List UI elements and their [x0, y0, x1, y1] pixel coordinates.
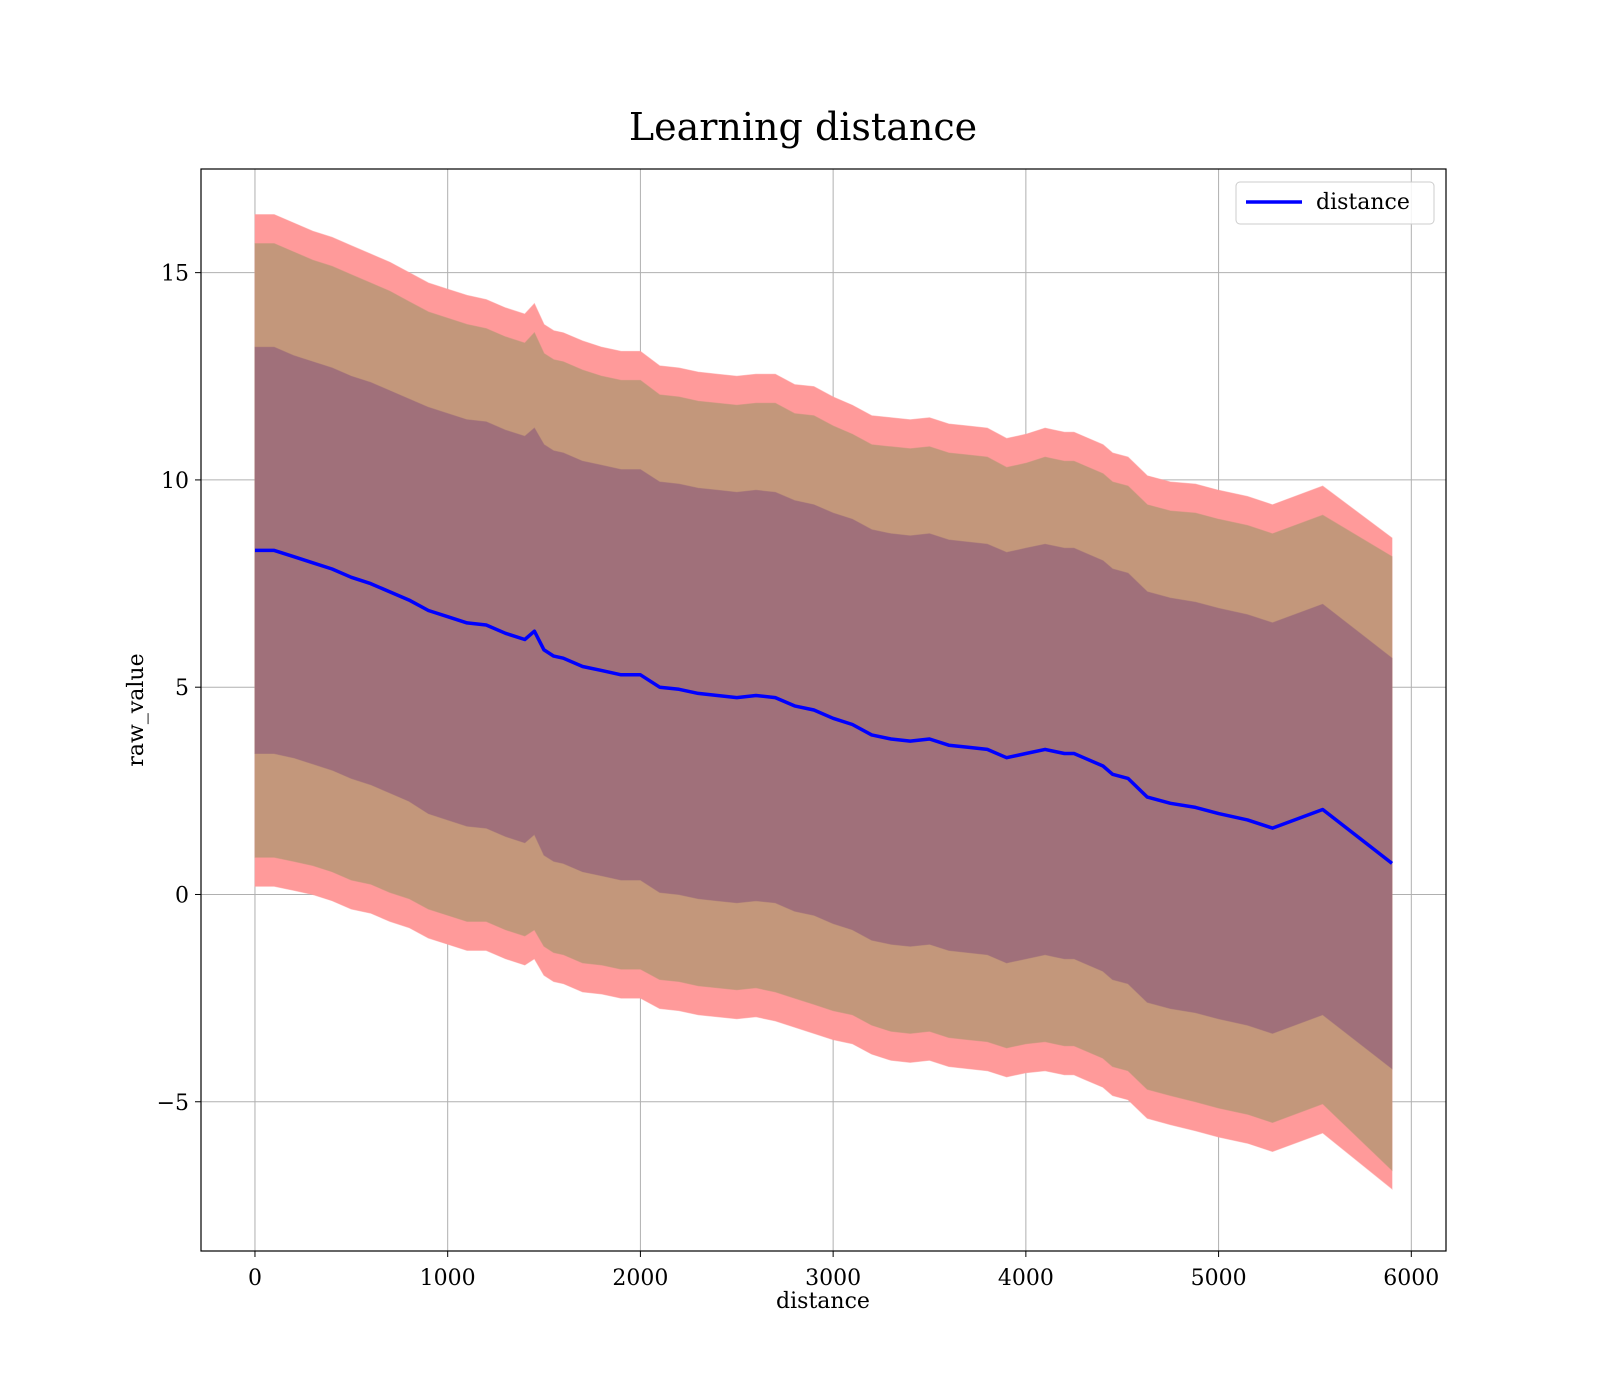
- x-axis: 0 1000 2000 3000 4000 5000 6000: [248, 1251, 1439, 1291]
- x-tick-label: 0: [248, 1266, 262, 1291]
- x-axis-title: distance: [776, 1289, 870, 1314]
- x-tick-label: 4000: [998, 1266, 1054, 1291]
- y-tick-label: 15: [161, 262, 189, 287]
- y-axis: −5 0 5 10 15: [157, 262, 201, 1116]
- y-axis-title: raw_value: [124, 653, 149, 766]
- legend-box: [1235, 181, 1435, 225]
- y-tick-label: −5: [157, 1091, 189, 1116]
- x-tick-label: 5000: [1191, 1266, 1247, 1291]
- y-tick-label: 10: [161, 469, 189, 494]
- legend-label: distance: [1316, 190, 1410, 215]
- distance-line: [255, 548, 1394, 865]
- x-tick-label: 3000: [805, 1266, 861, 1291]
- x-tick-label: 6000: [1383, 1266, 1439, 1291]
- bands: [254, 214, 1393, 1190]
- legend: distance: [1235, 181, 1435, 225]
- y-tick-label: 5: [175, 676, 189, 701]
- x-tick-label: 2000: [612, 1266, 668, 1291]
- inner-band: [254, 346, 1393, 1070]
- x-tick-label: 1000: [420, 1266, 476, 1291]
- series-layer: [255, 548, 1394, 865]
- y-tick-label: 0: [175, 883, 189, 908]
- plot-frame: [200, 168, 1447, 1252]
- chart-title: Learning distance: [629, 105, 977, 149]
